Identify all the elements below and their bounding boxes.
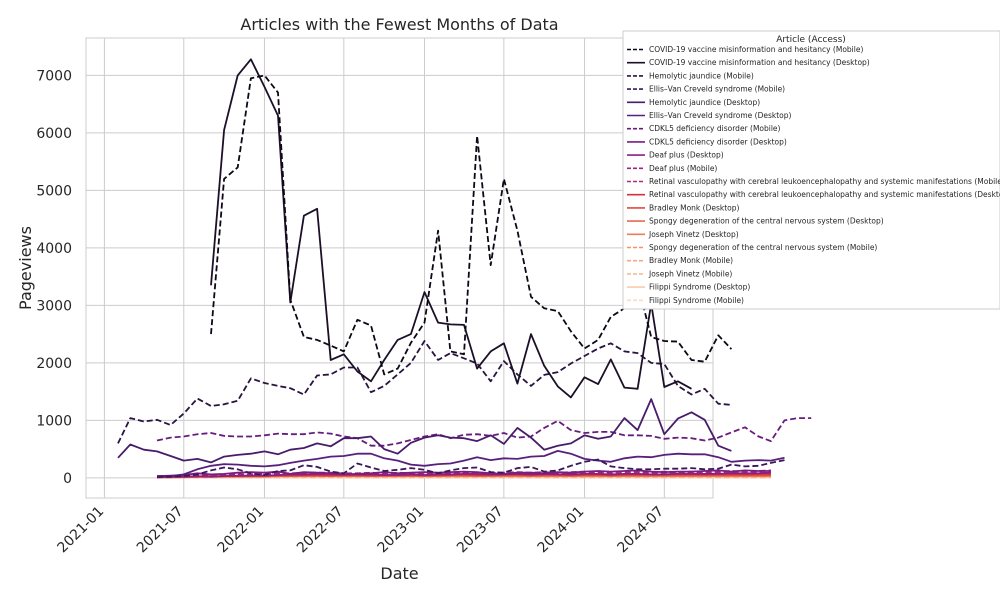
legend-entry: Filippi Syndrome (Desktop) <box>649 283 750 292</box>
y-tick-label: 3000 <box>36 298 72 314</box>
legend-entry: Filippi Syndrome (Mobile) <box>649 296 744 305</box>
y-tick-label: 7000 <box>36 68 72 84</box>
x-tick-label: 2023-07 <box>454 504 507 557</box>
legend: Article (Access) COVID-19 vaccine misinf… <box>622 30 1000 310</box>
legend-entry: COVID-19 vaccine misinformation and hesi… <box>649 58 870 67</box>
legend-entry: Ellis–Van Creveld syndrome (Mobile) <box>649 85 785 94</box>
x-axis-label: Date <box>380 564 418 583</box>
legend-entry: Joseph Vinetz (Desktop) <box>648 230 739 239</box>
x-tick-label: 2024-01 <box>535 504 588 557</box>
y-tick-label: 2000 <box>36 356 72 372</box>
legend-entry: CDKL5 deficiency disorder (Desktop) <box>649 137 787 146</box>
legend-entry: Ellis–Van Creveld syndrome (Desktop) <box>649 111 792 120</box>
series-line <box>157 450 785 477</box>
legend-box <box>622 30 1000 310</box>
series-lines <box>117 58 812 479</box>
y-tick-label: 4000 <box>36 241 72 257</box>
x-axis-ticks: 2021-01 2021-07 2022-01 2022-07 2023-01 2023-… <box>55 504 668 557</box>
legend-entry: Deaf plus (Mobile) <box>649 164 717 173</box>
x-tick-label: 2023-01 <box>375 504 428 557</box>
series-line <box>210 58 692 399</box>
legend-entry: Retinal vasculopathy with cerebral leuko… <box>649 177 1000 186</box>
chart-title: Articles with the Fewest Months of Data <box>240 15 558 34</box>
series-line <box>117 340 732 444</box>
series-line <box>117 398 732 464</box>
plot-frame <box>85 37 714 499</box>
y-axis-label: Pageviews <box>16 226 35 310</box>
y-tick-label: 5000 <box>36 183 72 199</box>
y-tick-label: 0 <box>63 471 72 487</box>
series-line <box>156 471 771 479</box>
y-tick-label: 6000 <box>36 126 72 142</box>
legend-entry: Hemolytic jaundice (Desktop) <box>649 98 760 107</box>
legend-entry: Bradley Monk (Desktop) <box>649 203 740 212</box>
legend-title: Article (Access) <box>776 35 846 45</box>
legend-entry: Hemolytic jaundice (Mobile) <box>649 71 754 80</box>
x-tick-label: 2021-01 <box>55 504 108 557</box>
legend-entry: Retinal vasculopathy with cerebral leuko… <box>649 190 1000 199</box>
x-tick-label: 2024-07 <box>614 504 667 557</box>
legend-entry: Spongy degeneration of the central nervo… <box>649 243 877 252</box>
y-tick-label: 1000 <box>36 413 72 429</box>
series-line <box>156 417 812 447</box>
legend-entry: COVID-19 vaccine misinformation and hesi… <box>649 45 863 54</box>
legend-entry: Deaf plus (Desktop) <box>649 151 724 160</box>
grid <box>86 38 713 498</box>
series-line <box>210 74 733 376</box>
x-tick-label: 2022-01 <box>215 504 268 557</box>
legend-entry: CDKL5 deficiency disorder (Mobile) <box>649 124 781 133</box>
legend-entry: Joseph Vinetz (Mobile) <box>648 269 732 278</box>
legend-entry: Bradley Monk (Mobile) <box>649 256 733 265</box>
x-tick-label: 2021-07 <box>134 504 187 557</box>
legend-entry: Spongy degeneration of the central nervo… <box>649 217 884 226</box>
series-line <box>156 469 771 477</box>
x-tick-label: 2022-07 <box>294 504 347 557</box>
y-axis-ticks: 0 1000 2000 3000 4000 5000 6000 7000 <box>36 68 72 487</box>
